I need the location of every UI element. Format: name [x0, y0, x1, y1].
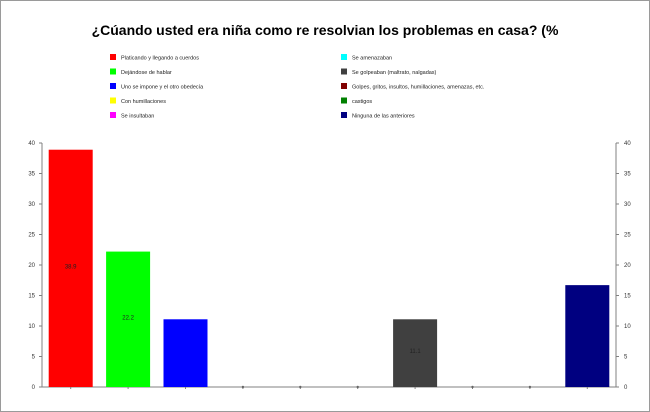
bar-10 — [565, 285, 610, 387]
y-tick-label-right-15: 15 — [624, 294, 631, 300]
y-tick-label-left-25: 25 — [28, 233, 35, 239]
legend-label-9: castigos — [352, 99, 372, 105]
legend-swatch-1 — [110, 54, 116, 60]
legend-label-10: Ninguna de las anteriores — [352, 114, 415, 120]
y-tick-label-right-25: 25 — [624, 233, 631, 239]
zero-marker-6 — [356, 385, 359, 389]
legend-label-5: Se insultaban — [121, 114, 154, 120]
y-tick-label-left-0: 0 — [32, 385, 36, 391]
chart-title: ¿Cúando usted era niña como re resolvian… — [91, 22, 559, 38]
y-tick-label-left-5: 5 — [32, 355, 36, 361]
zero-marker-8 — [471, 385, 474, 389]
legend-swatch-10 — [341, 112, 347, 118]
y-tick-label-right-30: 30 — [624, 202, 631, 208]
bar-7 — [393, 319, 438, 387]
bar-2 — [106, 251, 151, 387]
legend-swatch-3 — [110, 83, 116, 89]
legend-swatch-2 — [110, 68, 116, 75]
legend-label-1: Platicando y llegando a cuerdos — [121, 56, 199, 62]
legend-label-8: Golpes, gritos, insultos, humillaciones,… — [352, 85, 485, 91]
legend-label-2: Dejándose de hablar — [121, 70, 172, 76]
zero-marker-5 — [299, 385, 302, 389]
y-tick-label-right-35: 35 — [624, 172, 631, 178]
bar-3 — [163, 319, 208, 387]
data-label-2: 22.2 — [122, 315, 134, 321]
zero-marker-4 — [241, 385, 245, 389]
y-tick-label-right-5: 5 — [624, 355, 628, 361]
y-tick-label-right-40: 40 — [624, 141, 631, 147]
y-tick-label-left-15: 15 — [28, 294, 35, 300]
legend-swatch-7 — [341, 68, 347, 75]
legend-swatch-5 — [110, 112, 116, 118]
legend-label-4: Con humillaciones — [121, 99, 166, 105]
y-tick-label-left-10: 10 — [28, 324, 35, 330]
y-tick-label-left-30: 30 — [28, 202, 35, 208]
y-tick-label-right-20: 20 — [624, 263, 631, 269]
y-tick-label-left-35: 35 — [28, 172, 35, 178]
y-tick-label-right-10: 10 — [624, 324, 631, 330]
legend-swatch-9 — [341, 97, 347, 104]
legend-swatch-8 — [341, 83, 347, 89]
legend-label-3: Uno se impone y el otro obedecía — [121, 85, 204, 91]
legend-swatch-4 — [110, 97, 116, 104]
legend-label-7: Se golpeaban (maltrato, nalgadas) — [352, 70, 437, 76]
legend-label-6: Se amenazaban — [352, 56, 392, 62]
data-label-7: 11.1 — [409, 349, 421, 355]
y-tick-label-right-0: 0 — [624, 385, 628, 391]
y-tick-label-left-40: 40 — [28, 141, 35, 147]
data-label-1: 38.9 — [65, 264, 77, 270]
bar-1 — [48, 149, 93, 387]
y-tick-label-left-20: 20 — [28, 263, 35, 269]
legend-swatch-6 — [341, 54, 347, 60]
zero-marker-9 — [528, 385, 532, 389]
